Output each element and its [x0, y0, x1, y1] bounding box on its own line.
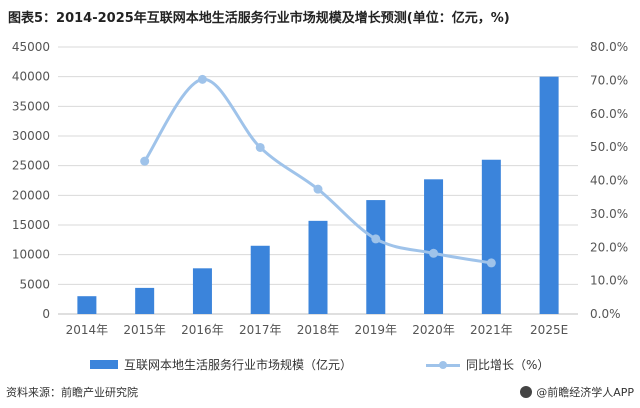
y-right-tick-label: 10.0%	[590, 274, 628, 288]
growth-point	[197, 74, 207, 84]
y-left-tick-label: 15000	[12, 218, 50, 232]
bar-market-size	[308, 220, 328, 314]
y-left-tick-label: 5000	[19, 277, 50, 291]
bar-market-size	[539, 76, 559, 315]
growth-point	[486, 258, 496, 268]
legend-item-market-size: 互联网本地生活服务行业市场规模（亿元）	[90, 356, 352, 373]
y-left-tick-label: 25000	[12, 159, 50, 173]
bar-market-size	[250, 245, 270, 314]
bar-market-size	[135, 287, 155, 314]
growth-point	[140, 156, 150, 166]
bar-market-size	[77, 296, 97, 314]
y-right-tick-label: 70.0%	[590, 73, 628, 87]
x-tick-label: 2018年	[297, 323, 340, 337]
y-right-tick-label: 50.0%	[590, 140, 628, 154]
growth-point	[255, 142, 265, 152]
y-right-tick-label: 80.0%	[590, 40, 628, 54]
bar-market-size	[481, 159, 501, 314]
x-tick-label: 2015年	[123, 323, 166, 337]
growth-point	[371, 234, 381, 244]
y-left-tick-label: 0	[42, 307, 50, 321]
y-left-tick-label: 45000	[12, 40, 50, 54]
growth-point	[429, 248, 439, 258]
y-right-tick-label: 40.0%	[590, 174, 628, 188]
y-right-tick-label: 20.0%	[590, 240, 628, 254]
y-left-tick-label: 30000	[12, 129, 50, 143]
x-tick-label: 2020年	[412, 323, 455, 337]
y-right-tick-label: 30.0%	[590, 207, 628, 221]
x-tick-label: 2025E	[530, 323, 568, 337]
brand-logo-icon	[520, 386, 533, 398]
y-left-tick-label: 35000	[12, 99, 50, 113]
legend: 互联网本地生活服务行业市场规模（亿元） 同比增长（%）	[0, 356, 640, 376]
y-right-tick-label: 60.0%	[590, 107, 628, 121]
x-tick-label: 2021年	[470, 323, 513, 337]
y-left-tick-label: 40000	[12, 70, 50, 84]
bar-market-size	[366, 200, 386, 314]
chart-title: 图表5：2014-2025年互联网本地生活服务行业市场规模及增长预测(单位：亿元…	[8, 11, 510, 26]
legend-label-market-size: 互联网本地生活服务行业市场规模（亿元）	[124, 358, 353, 372]
bar-market-size	[424, 179, 444, 314]
x-tick-label: 2014年	[66, 323, 109, 337]
growth-point	[313, 184, 323, 194]
y-left-tick-label: 20000	[12, 188, 50, 202]
legend-label-growth: 同比增长（%）	[466, 358, 550, 372]
x-tick-label: 2016年	[181, 323, 224, 337]
brand-mark: @前瞻经济学人APP	[520, 384, 634, 400]
source-note: 资料来源：前瞻产业研究院	[6, 386, 138, 399]
legend-swatch-line	[426, 359, 460, 371]
bar-market-size	[192, 268, 212, 314]
brand-label: @前瞻经济学人APP	[536, 386, 634, 399]
y-left-tick-label: 10000	[12, 248, 50, 262]
legend-item-growth: 同比增长（%）	[426, 356, 549, 373]
x-tick-label: 2017年	[239, 323, 282, 337]
legend-swatch-bar	[90, 360, 118, 369]
y-right-tick-label: 0.0%	[590, 307, 621, 321]
x-tick-label: 2019年	[355, 323, 398, 337]
